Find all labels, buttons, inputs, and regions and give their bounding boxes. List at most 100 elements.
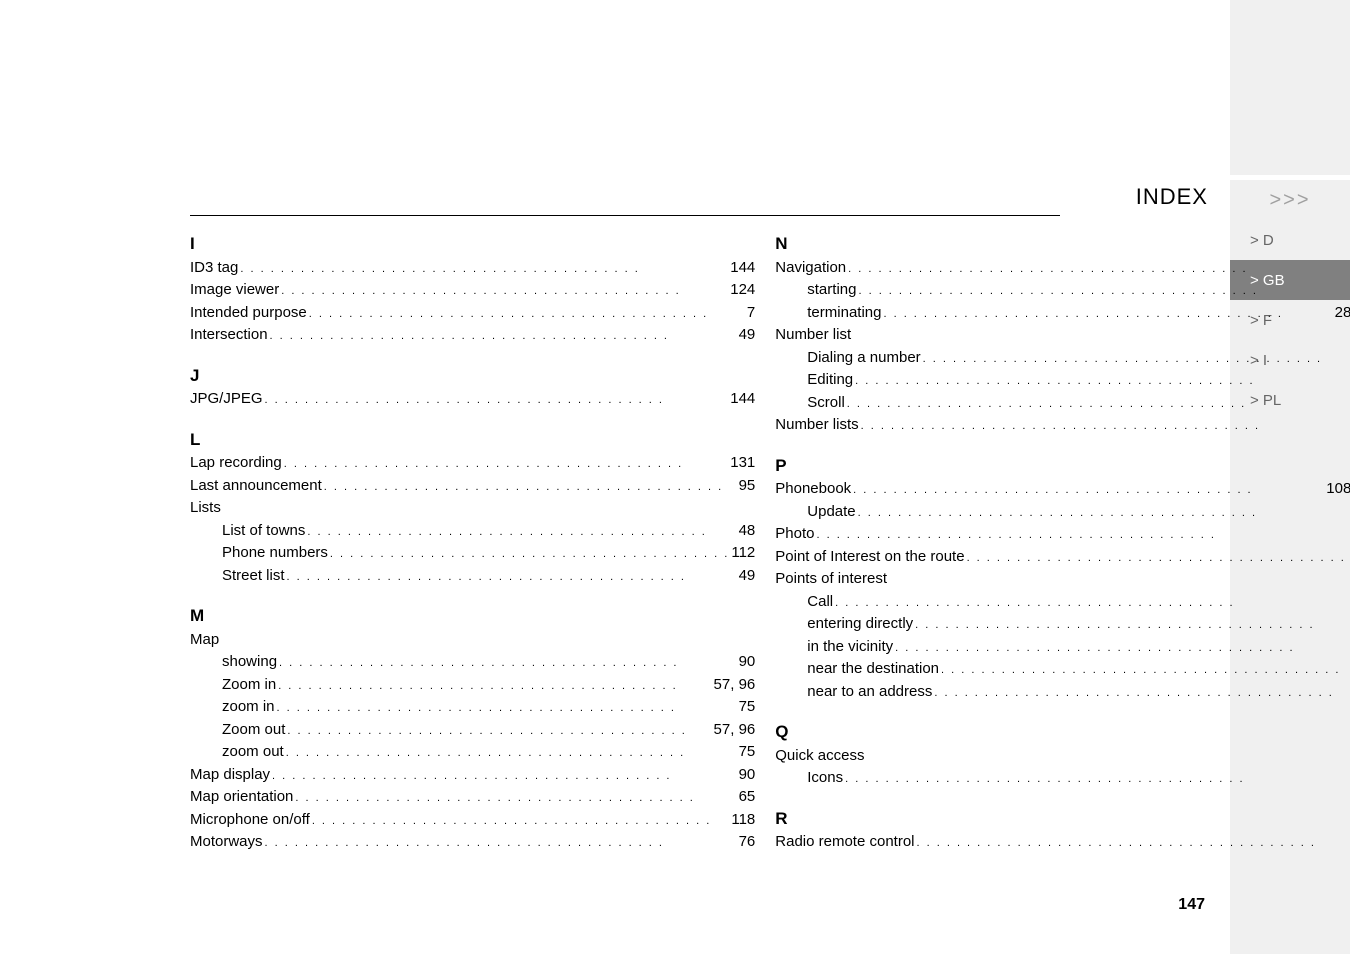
page-ref: 76	[739, 831, 756, 854]
index-subentry: zoom out 75	[190, 741, 755, 764]
page-title: INDEX	[1136, 184, 1208, 210]
section-letter: R	[775, 806, 1350, 832]
leader-dots	[967, 550, 1350, 567]
leader-dots	[847, 396, 1350, 413]
leader-dots	[272, 768, 737, 785]
entry-label: Motorways	[190, 831, 263, 854]
page-ref: 144	[730, 257, 755, 280]
entry-label: Intended purpose	[190, 302, 307, 325]
page-ref: 65	[739, 786, 756, 809]
header-rule	[190, 215, 1060, 216]
spacer	[190, 411, 755, 421]
index-subentry: terminating 28, 102	[775, 302, 1350, 325]
entry-label: terminating	[807, 302, 881, 325]
leader-dots	[941, 662, 1350, 679]
index-entry: Intended purpose 7	[190, 302, 755, 325]
entry-label: Points of interest	[775, 568, 887, 591]
page-ref: 49	[739, 565, 756, 588]
entry-label: near the destination	[807, 658, 939, 681]
page-ref: 28, 102	[1335, 302, 1350, 325]
leader-dots	[895, 640, 1350, 657]
section-letter: L	[190, 427, 755, 453]
index-entry: Map orientation 65	[190, 786, 755, 809]
leader-dots	[853, 482, 1324, 499]
page-ref: 112	[731, 542, 755, 565]
section-letter: J	[190, 363, 755, 389]
section-letter: I	[190, 231, 755, 257]
index-subentry: Street list 49	[190, 565, 755, 588]
leader-dots	[816, 527, 1350, 544]
leader-dots	[270, 328, 737, 345]
leader-dots	[923, 351, 1350, 368]
leader-dots	[324, 479, 737, 496]
leader-dots	[307, 524, 736, 541]
entry-label: Intersection	[190, 324, 268, 347]
leader-dots	[330, 546, 729, 563]
index-entry: Microphone on/off 118	[190, 809, 755, 832]
index-entry: Intersection 49	[190, 324, 755, 347]
leader-dots	[295, 790, 736, 807]
index-entry: Radio remote control 32	[775, 831, 1350, 854]
leader-dots	[265, 392, 729, 409]
entry-label: Editing	[807, 369, 853, 392]
leader-dots	[858, 505, 1350, 522]
leader-dots	[312, 813, 730, 830]
page-ref: 95	[739, 475, 756, 498]
spacer	[775, 703, 1350, 713]
entry-label: Zoom in	[222, 674, 276, 697]
leader-dots	[279, 655, 737, 672]
page-ref: 144	[730, 388, 755, 411]
entry-label: JPG/JPEG	[190, 388, 263, 411]
page-ref: 49	[739, 324, 756, 347]
entry-label: Photo	[775, 523, 814, 546]
leader-dots	[883, 306, 1332, 323]
leader-dots	[845, 771, 1350, 788]
index-entry: Photo 124	[775, 523, 1350, 546]
entry-label: near to an address	[807, 681, 932, 704]
entry-label: List of towns	[222, 520, 305, 543]
index-heading: Points of interest	[775, 568, 1350, 591]
index-subentry: near to an address 55	[775, 681, 1350, 704]
entry-label: Microphone on/off	[190, 809, 310, 832]
leader-dots	[286, 745, 737, 762]
index-entry: Map display 90	[190, 764, 755, 787]
index-entry: Number lists 112	[775, 414, 1350, 437]
spacer	[775, 437, 1350, 447]
page-ref: 90	[739, 764, 756, 787]
entry-label: Phonebook	[775, 478, 851, 501]
index-subentry: Scroll 112	[775, 392, 1350, 415]
index-column: NNavigation 39starting 50terminating 28,…	[775, 225, 1350, 874]
index-column: IID3 tag 144Image viewer 124Intended pur…	[190, 225, 755, 874]
leader-dots	[278, 678, 711, 695]
page-ref: 108, 109	[1326, 478, 1350, 501]
entry-label: Radio remote control	[775, 831, 914, 854]
index-entry: ID3 tag 144	[190, 257, 755, 280]
index-subentry: Zoom out 57, 96	[190, 719, 755, 742]
entry-label: entering directly	[807, 613, 913, 636]
entry-label: Map display	[190, 764, 270, 787]
leader-dots	[281, 283, 728, 300]
entry-label: Phone numbers	[222, 542, 328, 565]
entry-label: Point of Interest on the route	[775, 546, 964, 569]
entry-label: Zoom out	[222, 719, 285, 742]
index-entry: Last announcement 95	[190, 475, 755, 498]
entry-label: starting	[807, 279, 856, 302]
index-heading: Quick access	[775, 745, 1350, 768]
entry-label: Scroll	[807, 392, 845, 415]
leader-dots	[858, 283, 1350, 300]
leader-dots	[934, 685, 1350, 702]
section-letter: N	[775, 231, 1350, 257]
section-letter: P	[775, 453, 1350, 479]
index-entry: Motorways 76	[190, 831, 755, 854]
index-subentry: Update 122	[775, 501, 1350, 524]
index-content: IID3 tag 144Image viewer 124Intended pur…	[190, 225, 1180, 874]
leader-dots	[848, 261, 1350, 278]
index-subentry: Dialing a number 113	[775, 347, 1350, 370]
index-subentry: List of towns 48	[190, 520, 755, 543]
entry-label: zoom in	[222, 696, 275, 719]
entry-label: Last announcement	[190, 475, 322, 498]
entry-label: ID3 tag	[190, 257, 238, 280]
page-number: 147	[1178, 896, 1205, 914]
index-subentry: Zoom in 57, 96	[190, 674, 755, 697]
index-subentry: in the vicinity 54	[775, 636, 1350, 659]
